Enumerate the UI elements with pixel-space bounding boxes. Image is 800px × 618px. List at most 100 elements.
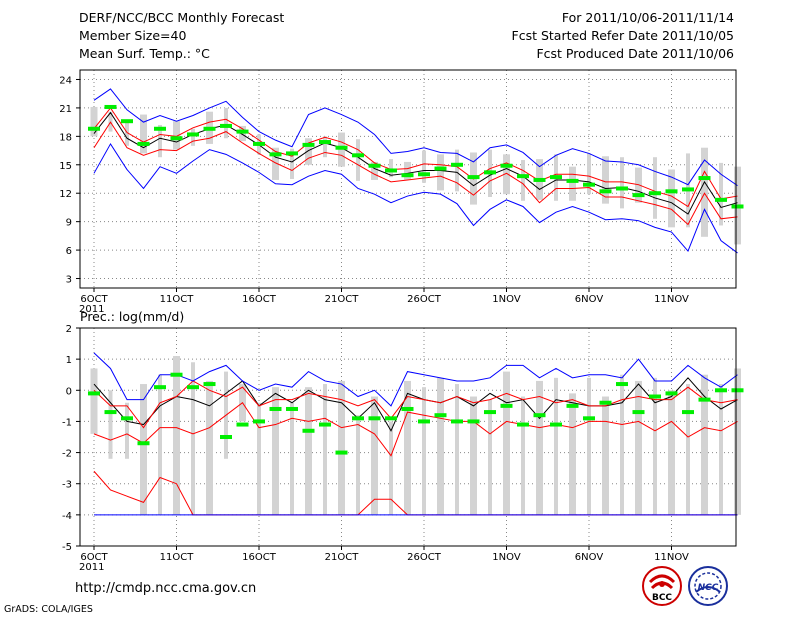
observed-marker	[550, 422, 562, 427]
box-1-30	[587, 377, 591, 515]
observed-marker	[137, 141, 150, 146]
y-tick-label: -1	[62, 417, 72, 428]
box-1-12	[290, 402, 294, 515]
observed-marker	[533, 177, 546, 182]
observed-marker	[269, 152, 282, 157]
box-1-19	[404, 380, 411, 515]
box-1-21	[437, 377, 444, 515]
y-tick-label: 24	[59, 75, 72, 86]
observed-marker	[154, 385, 166, 390]
ncc-logo: NCC	[688, 566, 728, 606]
x-tick-label: 11OCT	[160, 552, 195, 563]
x-tick-label: 26OCT	[407, 294, 442, 305]
observed-marker	[467, 175, 480, 180]
observed-marker	[121, 119, 133, 124]
observed-marker	[682, 187, 694, 192]
observed-marker	[385, 168, 397, 173]
box-0-20	[422, 150, 426, 183]
box-1-16	[356, 415, 360, 515]
observed-marker	[434, 166, 447, 171]
box-1-26	[521, 396, 525, 515]
box-0-8	[224, 107, 228, 139]
series-max-envelope	[93, 88, 738, 187]
plot-frame	[79, 327, 737, 547]
y-tick-label: 15	[59, 161, 72, 172]
observed-marker	[170, 136, 183, 141]
x-tick-label: 11NOV	[654, 294, 689, 305]
observed-marker	[137, 441, 150, 446]
x-tick-label: 6OCT	[80, 294, 108, 305]
x-tick-label: 6NOV	[575, 294, 604, 305]
y-tick-label: 12	[59, 189, 72, 200]
observed-marker	[649, 191, 661, 196]
observed-marker	[566, 403, 579, 408]
observed-marker	[451, 419, 463, 424]
box-0-17	[371, 161, 378, 180]
observed-marker	[335, 145, 348, 150]
box-0-19	[404, 161, 411, 180]
observed-marker	[698, 397, 711, 402]
observed-marker	[302, 142, 315, 147]
y-tick-label: 6	[66, 246, 72, 257]
box-0-16	[356, 139, 360, 181]
box-1-15	[338, 380, 345, 515]
observed-marker	[434, 413, 447, 418]
observed-marker	[187, 132, 199, 137]
y-tick-label: 3	[66, 275, 72, 286]
series-min-envelope	[93, 142, 738, 254]
box-0-3	[140, 114, 147, 154]
box-0-18	[389, 159, 393, 178]
source-url[interactable]: http://cmdp.ncc.cma.gov.cn	[75, 581, 257, 596]
variable-label: Mean Surf. Temp.: °C	[79, 46, 210, 61]
box-1-14	[323, 384, 327, 515]
series-lower-spread	[93, 121, 738, 226]
observed-marker	[220, 123, 232, 128]
observed-marker	[616, 382, 628, 387]
box-1-10	[257, 402, 261, 515]
observed-marker	[319, 422, 331, 427]
y-tick-label: 2	[66, 324, 72, 335]
observed-marker	[104, 410, 117, 415]
observed-marker	[616, 186, 628, 191]
observed-marker	[550, 175, 562, 180]
chart-title: DERF/NCC/BCC Monthly Forecast	[79, 10, 285, 25]
box-0-14	[323, 136, 327, 158]
box-1-33	[635, 380, 642, 515]
observed-marker	[698, 176, 711, 181]
observed-marker	[368, 163, 381, 168]
box-0-38	[719, 162, 723, 226]
y-tick-label: 1	[66, 355, 72, 366]
plot-frame	[79, 69, 737, 289]
observed-marker	[236, 129, 249, 134]
box-1-37	[701, 374, 708, 515]
box-0-26	[521, 160, 525, 201]
observed-marker	[649, 394, 661, 399]
box-1-18	[389, 421, 393, 515]
x-tick-label: 6NOV	[575, 552, 604, 563]
observed-marker	[302, 428, 315, 433]
observed-marker	[401, 173, 414, 178]
box-1-38	[719, 384, 723, 515]
box-1-27	[536, 380, 543, 515]
x-tick-label: 16OCT	[242, 294, 277, 305]
observed-marker	[88, 391, 100, 396]
x-tick-label: 11OCT	[160, 294, 195, 305]
observed-marker	[484, 170, 496, 175]
series-mean	[93, 377, 738, 432]
series-upper-spread	[93, 107, 738, 208]
ncc-logo-text: NCC	[698, 583, 719, 593]
observed-marker	[418, 172, 430, 177]
member-size-label: Member Size=40	[79, 28, 187, 43]
box-1-3	[140, 384, 147, 515]
observed-marker	[352, 153, 364, 158]
y-tick-label: -3	[62, 480, 72, 491]
observed-marker	[104, 104, 117, 109]
observed-marker	[220, 435, 232, 439]
series-upper-spread	[93, 380, 738, 429]
y-tick-label: 9	[66, 218, 72, 229]
box-0-25	[503, 154, 510, 195]
observed-marker	[368, 416, 381, 421]
observed-marker	[236, 422, 249, 427]
